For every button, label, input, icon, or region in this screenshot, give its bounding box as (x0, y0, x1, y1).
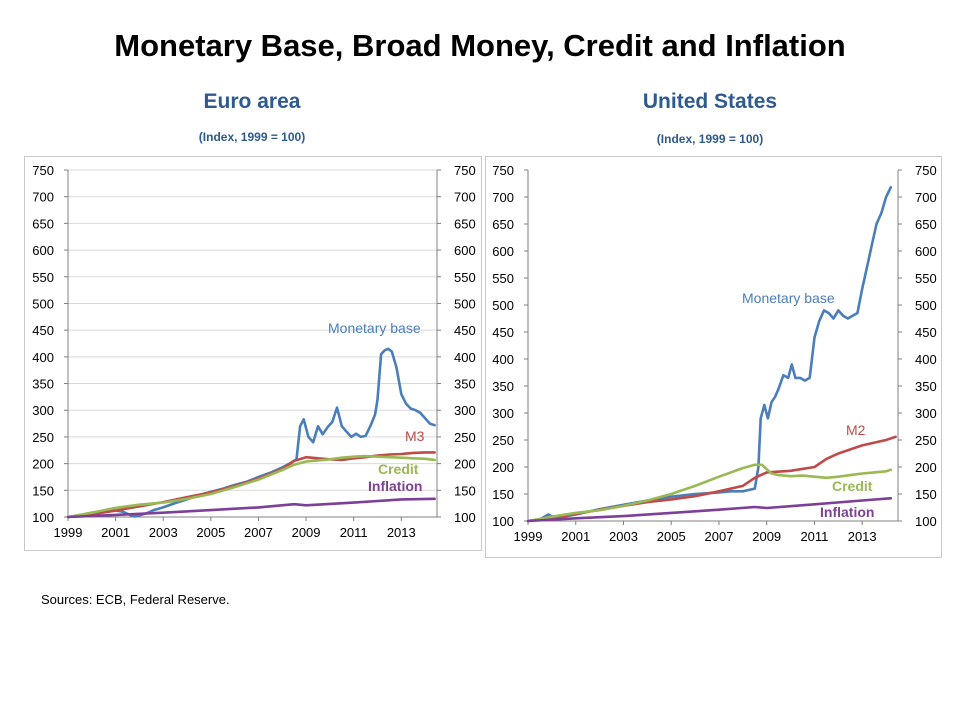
us-xtick-label: 2003 (609, 529, 638, 544)
us-ytick-label: 750 (492, 163, 514, 178)
us-ytick-label-right: 200 (915, 460, 937, 475)
us-ytick-label: 250 (492, 433, 514, 448)
us-ytick-label: 500 (492, 298, 514, 313)
us-ytick-label-right: 750 (915, 163, 937, 178)
euro-label-m3: M3 (405, 428, 425, 444)
us-ytick-label-right: 450 (915, 325, 937, 340)
us-xtick-label: 2013 (848, 529, 877, 544)
us-ytick-label: 300 (492, 406, 514, 421)
us-ytick-label-right: 150 (915, 487, 937, 502)
us-xtick-label: 2009 (752, 529, 781, 544)
us-ytick-label-right: 250 (915, 433, 937, 448)
euro-xtick-label: 2001 (101, 525, 130, 540)
euro-ytick-label: 350 (32, 377, 54, 392)
euro-ytick-label-right: 750 (454, 163, 476, 178)
euro-ytick-label-right: 550 (454, 270, 476, 285)
us-xtick-label: 2005 (657, 529, 686, 544)
us-ytick-label-right: 700 (915, 190, 937, 205)
euro-ytick-label: 750 (32, 163, 54, 178)
us-series-credit (526, 463, 893, 523)
us-ytick-label-right: 100 (915, 514, 937, 529)
us-label-credit: Credit (832, 478, 873, 494)
euro-ytick-label-right: 500 (454, 296, 476, 311)
us-xtick-label: 2001 (561, 529, 590, 544)
us-ytick-label: 350 (492, 379, 514, 394)
us-ytick-label: 200 (492, 460, 514, 475)
euro-ytick-label-right: 200 (454, 457, 476, 472)
us-label-monetary-base: Monetary base (742, 290, 835, 306)
euro-ytick-label: 300 (32, 403, 54, 418)
us-label-inflation: Inflation (820, 504, 874, 520)
euro-series-inflation (66, 497, 436, 519)
euro-xtick-label: 2005 (196, 525, 225, 540)
us-ytick-label-right: 400 (915, 352, 937, 367)
euro-ytick-label: 200 (32, 457, 54, 472)
us-ytick-label-right: 300 (915, 406, 937, 421)
us-panel-subtitle: (Index, 1999 = 100) (656, 132, 764, 146)
euro-ytick-label-right: 700 (454, 190, 476, 205)
us-xtick-label: 1999 (514, 529, 543, 544)
us-ytick-label-right: 600 (915, 244, 937, 259)
us-xtick-label: 2011 (800, 529, 828, 544)
euro-ytick-label: 450 (32, 323, 54, 338)
euro-ytick-label-right: 600 (454, 243, 476, 258)
euro-xtick-label: 2007 (244, 525, 273, 540)
us-ytick-label-right: 550 (915, 271, 937, 286)
us-ytick-label-right: 650 (915, 217, 937, 232)
euro-ytick-label: 100 (32, 510, 54, 525)
us-ytick-label: 650 (492, 217, 514, 232)
euro-ytick-label: 700 (32, 190, 54, 205)
euro-ytick-label: 400 (32, 350, 54, 365)
euro-ytick-label: 250 (32, 430, 54, 445)
us-xtick-label: 2007 (705, 529, 734, 544)
us-ytick-label: 700 (492, 190, 514, 205)
us-ytick-label: 550 (492, 271, 514, 286)
us-ytick-label: 400 (492, 352, 514, 367)
euro-ytick-label-right: 350 (454, 377, 476, 392)
euro-panel-title: Euro area (203, 90, 301, 113)
us-ytick-label: 600 (492, 244, 514, 259)
sources-note: Sources: ECB, Federal Reserve. (41, 592, 230, 607)
us-ytick-label: 150 (492, 487, 514, 502)
us-ytick-label-right: 350 (915, 379, 937, 394)
euro-xtick-label: 2009 (292, 525, 321, 540)
euro-label-inflation: Inflation (368, 478, 422, 494)
euro-xtick-label: 2003 (149, 525, 178, 540)
euro-panel-subtitle: (Index, 1999 = 100) (198, 130, 306, 144)
euro-xtick-label: 1999 (54, 525, 83, 540)
us-ytick-label: 100 (492, 514, 514, 529)
euro-label-monetary-base: Monetary base (328, 320, 421, 336)
euro-ytick-label-right: 100 (454, 510, 476, 525)
euro-ytick-label-right: 300 (454, 403, 476, 418)
euro-ytick-label-right: 400 (454, 350, 476, 365)
us-chart-frame (485, 156, 942, 558)
euro-xtick-label: 2013 (387, 525, 416, 540)
euro-ytick-label-right: 150 (454, 483, 476, 498)
euro-ytick-label: 550 (32, 270, 54, 285)
us-label-m2: M2 (846, 422, 866, 438)
euro-ytick-label-right: 450 (454, 323, 476, 338)
euro-series-credit (66, 454, 436, 519)
euro-ytick-label: 650 (32, 216, 54, 231)
euro-ytick-label-right: 250 (454, 430, 476, 445)
euro-ytick-label: 600 (32, 243, 54, 258)
us-series-monetary-base (526, 186, 893, 523)
us-series-inflation (526, 496, 893, 523)
euro-ytick-label: 150 (32, 483, 54, 498)
euro-chart-frame (24, 156, 482, 551)
us-ytick-label-right: 500 (915, 298, 937, 313)
euro-ytick-label: 500 (32, 296, 54, 311)
euro-ytick-label-right: 650 (454, 216, 476, 231)
euro-label-credit: Credit (378, 461, 419, 477)
us-ytick-label: 450 (492, 325, 514, 340)
us-panel-title: United States (642, 90, 778, 113)
page-title: Monetary Base, Broad Money, Credit and I… (114, 28, 846, 63)
euro-xtick-label: 2011 (340, 525, 368, 540)
